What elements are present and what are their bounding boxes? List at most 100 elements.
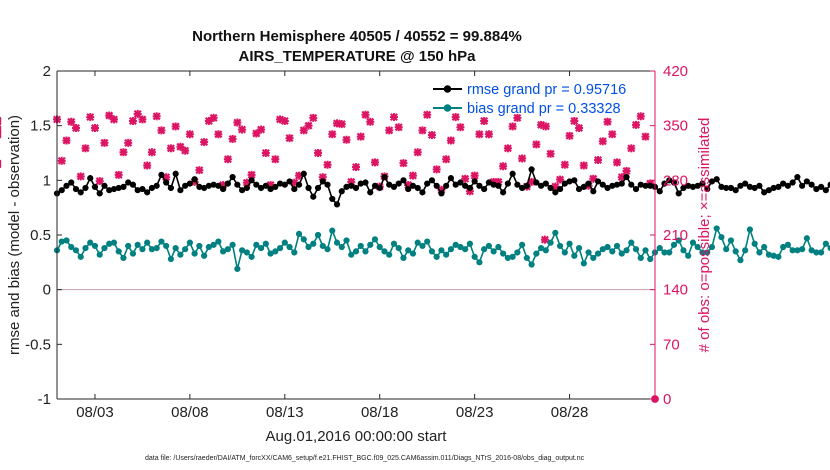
obs-assimilated-marker xyxy=(632,120,641,129)
bias-series-point xyxy=(172,245,179,252)
rmse-series-point xyxy=(281,181,288,188)
rmse-series-point xyxy=(481,185,488,193)
bias-series-point xyxy=(257,245,265,252)
bias-series-point xyxy=(201,252,208,259)
bias-series-point xyxy=(642,247,649,254)
rmse-series-point xyxy=(224,180,231,187)
bias-series-point xyxy=(756,249,763,256)
obs-outlier-marker xyxy=(540,235,549,244)
rmse-series-point xyxy=(63,182,70,189)
bias-series-point xyxy=(348,251,355,258)
bias-series-point xyxy=(163,242,170,250)
obs-assimilated-marker xyxy=(128,116,137,125)
obs-assimilated-marker xyxy=(370,158,379,167)
rmse-series-point xyxy=(803,178,810,185)
obs-assimilated-marker xyxy=(546,149,555,158)
bias-series-point xyxy=(590,254,597,262)
bias-series-point xyxy=(732,248,739,255)
obs-assimilated-marker xyxy=(157,126,166,135)
obs-assimilated-marker xyxy=(508,122,517,131)
bias-series-point xyxy=(514,249,521,256)
rmse-series-point xyxy=(571,177,578,184)
obs-assimilated-marker xyxy=(95,177,104,186)
bias-series-point xyxy=(125,242,132,250)
rmse-series-point xyxy=(528,166,535,173)
rmse-series-point xyxy=(101,182,108,189)
bias-series-point xyxy=(462,246,469,253)
obs-assimilated-marker xyxy=(451,113,460,122)
bias-series-point xyxy=(647,255,654,263)
bias-series-point xyxy=(419,242,426,250)
rmse-series-point xyxy=(466,184,473,192)
rmse-series-point xyxy=(552,189,559,196)
rmse-series-point xyxy=(699,180,706,187)
y-tick-label-left: 0.5 xyxy=(30,227,51,244)
obs-assimilated-marker xyxy=(556,175,565,184)
bias-series-point xyxy=(585,249,592,256)
rmse-series-point xyxy=(58,187,65,194)
bias-series-point xyxy=(438,247,445,254)
bias-series-point xyxy=(305,243,312,251)
rmse-series-point xyxy=(500,189,507,196)
bias-series-point xyxy=(300,236,307,243)
bias-series-point xyxy=(822,240,829,247)
bias-series-point xyxy=(286,243,293,251)
obs-assimilated-marker xyxy=(223,155,232,164)
bias-series-point xyxy=(704,249,711,256)
rmse-series-point xyxy=(599,181,606,188)
obs-assimilated-marker xyxy=(285,134,294,143)
rmse-series-point xyxy=(419,189,426,196)
y-tick-label-right: 0 xyxy=(663,391,671,408)
rmse-series-point xyxy=(314,184,322,192)
obs-assimilated-marker xyxy=(71,124,80,133)
bias-series-point xyxy=(167,255,174,263)
rmse-series-point xyxy=(405,185,412,193)
bias-series-point xyxy=(329,227,336,234)
rmse-series-point xyxy=(742,180,749,187)
obs-assimilated-marker xyxy=(499,162,508,171)
rmse-series-point xyxy=(656,188,663,195)
rmse-series-point xyxy=(542,180,549,187)
bias-series-point xyxy=(623,247,630,254)
rmse-series-point xyxy=(632,185,640,193)
bias-series-point xyxy=(761,243,768,251)
rmse-series-point xyxy=(675,190,682,197)
bias-series-point xyxy=(718,234,725,241)
obs-assimilated-marker xyxy=(280,116,289,125)
legend-rmse-marker xyxy=(443,85,452,93)
obs-assimilated-marker xyxy=(152,112,161,121)
rmse-series-point xyxy=(438,190,445,197)
rmse-series-point xyxy=(77,189,84,196)
bias-series-point xyxy=(471,253,478,260)
bias-series-point xyxy=(87,239,94,246)
rmse-series-point xyxy=(300,170,307,177)
bias-series-point xyxy=(613,242,621,250)
bias-series-point xyxy=(352,248,360,255)
obs-assimilated-marker xyxy=(90,124,99,133)
obs-assimilated-marker xyxy=(442,155,451,164)
bias-series-point xyxy=(177,251,184,258)
rmse-series-point xyxy=(172,170,179,177)
rmse-series-point xyxy=(433,182,440,189)
bias-series-point xyxy=(803,235,810,242)
bias-series-point xyxy=(110,239,118,246)
bias-series-point xyxy=(229,241,236,248)
obs-assimilated-marker xyxy=(323,160,332,169)
bias-series-point xyxy=(685,252,692,259)
rmse-series-point xyxy=(799,182,806,189)
bias-series-point xyxy=(324,246,331,253)
rmse-series-point xyxy=(400,177,407,184)
x-axis-label: Aug.01,2016 00:00:00 start xyxy=(266,428,448,445)
obs-assimilated-marker xyxy=(394,123,403,132)
bias-series-point xyxy=(386,251,393,258)
bias-series-point xyxy=(751,240,758,247)
x-tick-label: 08/18 xyxy=(361,404,399,421)
y-tick-label-left: 1.5 xyxy=(30,118,51,135)
obs-assimilated-marker xyxy=(636,112,645,121)
rmse-series-point xyxy=(381,173,388,181)
rmse-series-point xyxy=(618,180,625,187)
obs-assimilated-marker xyxy=(475,130,484,139)
obs-assimilated-marker xyxy=(200,138,209,147)
bias-series-point xyxy=(253,241,260,248)
bias-series-point xyxy=(281,239,288,246)
